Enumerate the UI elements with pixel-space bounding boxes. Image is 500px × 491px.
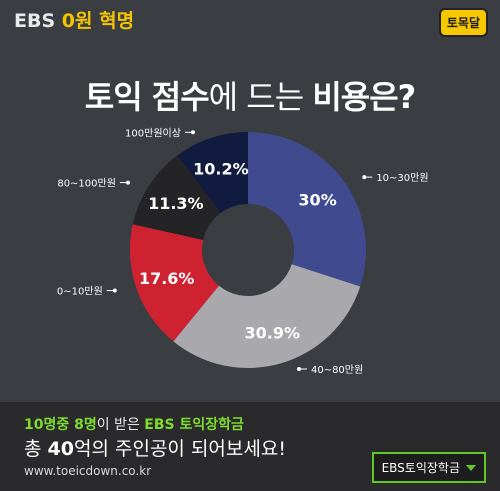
slice-value-label-3: 11.3%	[148, 194, 204, 213]
title-part-1: 토익 점수	[84, 78, 210, 116]
promo-line-2: 총 40억의 주인공이 되어보세요!	[24, 434, 286, 461]
top-bar: EBS 0원 혁명 토목달	[0, 0, 500, 40]
promo-line-2-b: 40	[47, 438, 74, 460]
site-url[interactable]: www.toeicdown.co.kr	[24, 464, 152, 478]
donut-slice-2	[130, 224, 219, 342]
scholarship-button[interactable]: EBS토익장학금	[371, 452, 486, 483]
badge-logo: 토목달	[438, 8, 488, 37]
category-label-1: 40~80만원	[311, 364, 363, 376]
donut-slice-3	[132, 155, 221, 240]
category-label-4: 100만원이상	[125, 127, 181, 139]
category-label-2: 0~10만원	[57, 286, 103, 298]
scholarship-button-label: EBS토익장학금	[381, 461, 460, 475]
title-part-3: 비용은?	[312, 78, 416, 116]
dropdown-arrow-icon	[466, 464, 476, 471]
slice-value-label-1: 30.9%	[244, 324, 300, 343]
slice-value-label-2: 17.6%	[139, 269, 195, 288]
promo-line-1-b: 이 받은	[96, 417, 145, 433]
donut-slice-0	[248, 132, 366, 287]
slice-value-label-4: 10.2%	[193, 159, 249, 178]
promo-line-1-a: 10명중 8명	[24, 417, 97, 433]
promo-line-2-a: 총	[24, 438, 48, 460]
donut-slice-4	[177, 132, 248, 214]
brand-suffix: 원 혁명	[75, 10, 135, 32]
promo-line-2-c: 억의 주인공이 되어보세요!	[73, 438, 286, 460]
promo-line-1-c: EBS 토익장학금	[144, 417, 244, 433]
donut-chart: 30% 10~30만원 30.9% 40~80만원 17.6% 0~10만원 11.3% 80…	[57, 127, 429, 376]
category-label-0: 10~30만원	[376, 172, 428, 184]
slice-value-label-0: 30%	[298, 190, 336, 209]
brand-logo: EBS 0원 혁명	[14, 6, 134, 33]
title-part-2: 에 드는	[208, 78, 313, 116]
chart-title: 토익 점수에 드는 비용은?	[0, 72, 500, 118]
donut-slice-1	[173, 264, 361, 369]
brand-zero: 0	[61, 10, 75, 32]
promo-banner: 10명중 8명이 받은 EBS 토익장학금 총 40억의 주인공이 되어보세요!…	[0, 402, 500, 491]
promo-line-1: 10명중 8명이 받은 EBS 토익장학금	[24, 414, 244, 434]
brand-prefix: EBS	[14, 10, 62, 32]
category-label-3: 80~100만원	[57, 178, 116, 190]
